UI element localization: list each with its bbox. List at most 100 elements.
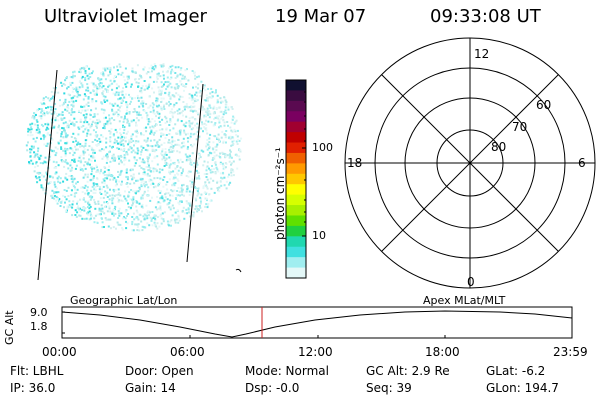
uv-pixel	[72, 123, 75, 126]
uv-pixel	[122, 139, 125, 142]
uv-pixel	[103, 182, 106, 185]
uv-pixel	[78, 214, 81, 217]
uv-pixel	[131, 223, 134, 226]
uv-pixel	[32, 115, 34, 117]
uv-pixel	[96, 140, 99, 142]
uv-pixel	[109, 132, 112, 135]
uv-pixel	[47, 182, 50, 185]
uv-pixel	[70, 113, 73, 116]
uv-pixel	[131, 97, 134, 100]
uv-pixel	[69, 81, 71, 84]
uv-pixel	[195, 166, 198, 168]
uv-pixel	[135, 200, 138, 202]
uv-pixel	[183, 194, 185, 197]
uv-pixel	[156, 97, 159, 100]
uv-pixel	[203, 126, 206, 129]
uv-pixel	[82, 66, 85, 69]
uv-pixel	[70, 193, 73, 196]
uv-pixel	[98, 213, 101, 216]
uv-pixel	[148, 67, 151, 70]
uv-pixel	[59, 205, 62, 207]
uv-pixel	[149, 120, 152, 123]
uv-pixel	[223, 152, 226, 155]
uv-pixel	[88, 67, 91, 70]
uv-pixel	[164, 151, 167, 154]
uv-pixel	[156, 112, 159, 115]
uv-pixel	[230, 163, 232, 166]
uv-pixel	[85, 135, 88, 137]
uv-pixel	[203, 84, 206, 87]
uv-pixel	[94, 189, 97, 192]
uv-pixel	[98, 85, 101, 88]
uv-pixel	[101, 221, 104, 224]
uv-pixel	[67, 124, 70, 127]
uv-pixel	[174, 66, 177, 69]
uv-pixel	[152, 148, 155, 151]
uv-pixel	[127, 143, 130, 146]
uv-pixel	[64, 177, 67, 180]
uv-pixel	[231, 118, 234, 121]
uv-pixel	[159, 64, 162, 66]
uv-pixel	[86, 176, 89, 179]
uv-pixel	[29, 148, 31, 151]
uv-pixel	[79, 210, 82, 213]
uv-pixel	[181, 77, 184, 80]
uv-pixel	[46, 122, 49, 125]
uv-pixel	[138, 157, 141, 160]
uv-pixel	[127, 194, 130, 197]
uv-pixel	[119, 132, 122, 135]
uv-pixel	[171, 214, 174, 217]
uv-pixel	[108, 138, 111, 141]
uv-pixel	[117, 176, 120, 178]
uv-pixel	[187, 175, 190, 178]
uv-pixel	[77, 88, 80, 91]
uv-pixel	[109, 218, 112, 221]
uv-pixel	[122, 118, 125, 121]
uv-pixel	[148, 224, 151, 227]
uv-pixel	[57, 142, 60, 145]
uv-pixel	[228, 183, 230, 186]
uv-pixel	[157, 73, 160, 76]
uv-pixel	[117, 93, 120, 96]
uv-pixel	[206, 143, 209, 146]
uv-pixel	[84, 95, 87, 97]
uv-pixel	[35, 119, 38, 122]
uv-pixel	[189, 109, 192, 112]
uv-pixel	[120, 116, 123, 119]
uv-pixel	[227, 124, 229, 127]
uv-pixel	[202, 108, 205, 111]
uv-pixel	[53, 110, 56, 113]
uv-pixel	[147, 118, 150, 121]
uv-pixel	[173, 86, 176, 89]
colorbar-swatch	[286, 100, 306, 112]
uv-pixel	[64, 108, 67, 111]
uv-pixel	[197, 113, 199, 116]
uv-pixel	[100, 72, 103, 74]
uv-pixel	[140, 160, 143, 163]
uv-pixel	[82, 98, 85, 101]
uv-pixel	[121, 200, 124, 203]
uv-pixel	[123, 216, 125, 218]
uv-pixel	[178, 203, 181, 206]
uv-pixel	[150, 64, 153, 67]
uv-pixel	[159, 124, 162, 126]
uv-pixel	[108, 130, 111, 132]
uv-pixel	[55, 112, 58, 115]
uv-pixel	[178, 144, 181, 147]
uv-pixel	[51, 194, 54, 197]
uv-pixel	[219, 180, 222, 183]
uv-pixel	[114, 102, 117, 105]
timeline-xtick-0600: 06:00	[170, 345, 205, 359]
uv-pixel	[96, 87, 99, 90]
uv-pixel	[35, 131, 38, 134]
uv-pixel	[197, 205, 200, 208]
uv-pixel	[194, 124, 196, 127]
uv-pixel	[95, 90, 98, 93]
uv-pixel	[42, 175, 45, 178]
uv-pixel	[126, 78, 129, 81]
uv-pixel	[195, 176, 198, 179]
uv-pixel	[41, 103, 44, 106]
uv-pixel	[133, 108, 136, 110]
uv-pixel	[188, 97, 191, 100]
